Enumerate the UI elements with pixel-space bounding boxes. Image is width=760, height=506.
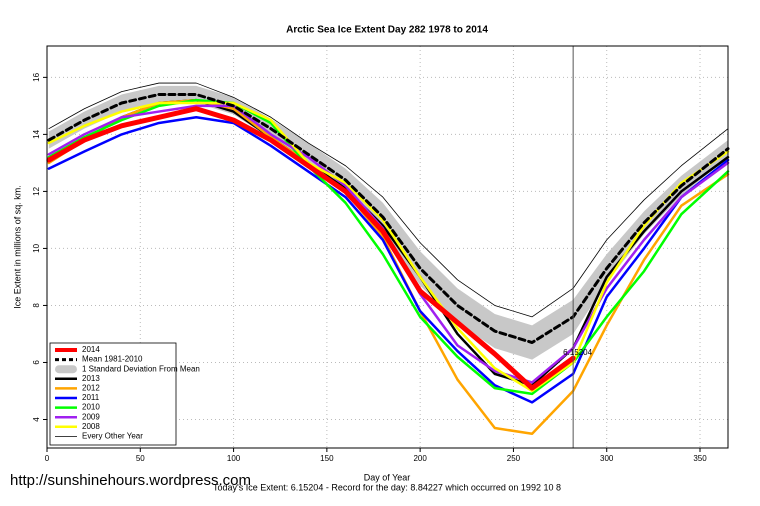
y-tick-label: 12: [32, 186, 41, 195]
y-tick-label: 14: [32, 129, 41, 138]
footer: Today's Ice Extent: 6.15204 - Record for…: [213, 482, 561, 492]
y-tick-label: 4: [32, 417, 41, 422]
x-tick-label: 0: [45, 454, 50, 463]
x-tick-label: 150: [320, 454, 334, 463]
y-tick-label: 8: [32, 303, 41, 308]
annotation: 6.15204: [563, 348, 592, 357]
series-line: [48, 82, 729, 318]
series-line: [47, 92, 730, 345]
legend-label: Every Other Year: [82, 432, 143, 441]
legend-swatch: [55, 365, 77, 374]
legend-label: 2009: [82, 412, 100, 421]
x-tick-label: 100: [227, 454, 241, 463]
legend-label: 2008: [82, 422, 100, 431]
chart-title: Arctic Sea Ice Extent Day 282 1978 to 20…: [286, 25, 488, 36]
series-line: [47, 101, 730, 393]
legend-label: 2013: [82, 374, 100, 383]
y-tick-label: 10: [32, 243, 41, 252]
legend-label: 1 Standard Deviation From Mean: [82, 364, 200, 373]
legend-label: 2014: [82, 345, 100, 354]
series-line: [47, 98, 730, 396]
x-axis-label: Day of Year: [364, 472, 411, 482]
x-tick-label: 250: [507, 454, 521, 463]
y-tick-label: 6: [32, 360, 41, 365]
y-axis-label: Ice Extent in millions of sq. km.: [12, 185, 22, 309]
series-line: [46, 106, 576, 391]
legend-label: 2010: [82, 403, 100, 412]
watermark: http://sunshinehours.wordpress.com: [10, 472, 251, 489]
x-tick-label: 200: [413, 454, 427, 463]
y-tick-label: 16: [32, 72, 41, 81]
x-tick-label: 350: [693, 454, 707, 463]
legend-label: Mean 1981-2010: [82, 355, 143, 364]
plot-frame: [46, 45, 729, 449]
legend-label: 2011: [82, 393, 100, 402]
x-tick-label: 300: [600, 454, 614, 463]
legend-label: 2012: [82, 384, 100, 393]
x-tick-label: 50: [136, 454, 145, 463]
series-line: [47, 116, 730, 404]
